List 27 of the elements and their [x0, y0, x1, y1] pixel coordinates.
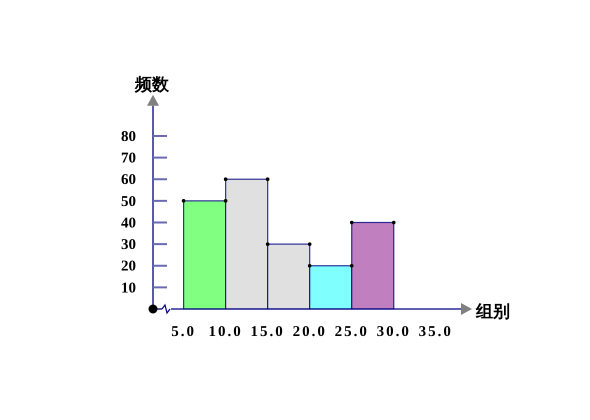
- point: [308, 242, 312, 246]
- x-tick-label: 25.0: [334, 324, 369, 340]
- y-tick-label: 30: [121, 237, 136, 254]
- x-tick-label: 5.0: [171, 324, 196, 340]
- point: [182, 199, 186, 203]
- y-tick-label: 60: [121, 172, 136, 188]
- y-tick-label: 10: [121, 280, 136, 296]
- x-tick-label: 20.0: [292, 324, 327, 340]
- point: [350, 264, 354, 268]
- y-tick-label: 50: [121, 194, 136, 210]
- point: [266, 242, 270, 246]
- x-tick-label: 15.0: [250, 324, 285, 340]
- point: [266, 177, 270, 182]
- x-axis-title: 组别: [475, 302, 510, 321]
- y-tick-label: 70: [121, 150, 136, 167]
- y-axis-title: 频数: [134, 75, 170, 94]
- x-tick-label: 35.0: [418, 324, 453, 340]
- y-tick-label: 80: [121, 128, 136, 145]
- y-tick-label: 20: [121, 258, 136, 275]
- point: [308, 264, 312, 268]
- x-tick-label: 10.0: [208, 324, 243, 340]
- point: [392, 220, 396, 224]
- x-tick-label: 30.0: [376, 324, 411, 340]
- y-tick-label: 40: [121, 215, 136, 232]
- point: [350, 220, 354, 224]
- point: [224, 199, 228, 203]
- point: [224, 177, 228, 182]
